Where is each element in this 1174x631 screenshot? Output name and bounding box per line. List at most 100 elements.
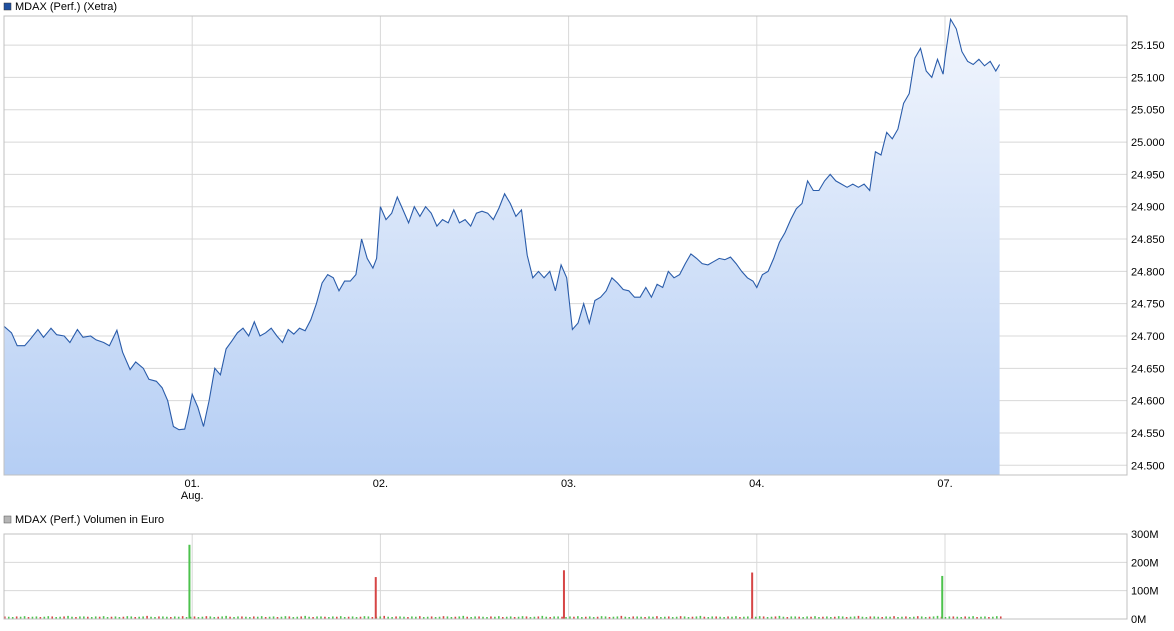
volume-bar [280,616,283,619]
volume-bar [363,616,366,619]
volume-bar-spike [941,575,944,619]
volume-bar [75,617,77,619]
volume-bar [513,617,516,619]
volume-bar [169,617,172,619]
volume-bar [786,617,789,619]
price-x-tick-label: 04. [749,478,764,490]
volume-bar [557,616,559,619]
price-y-tick-label: 25.100 [1131,72,1165,84]
volume-bar [679,616,682,619]
volume-bar [272,616,275,619]
volume-bar [814,616,816,619]
volume-bar [256,616,259,619]
volume-bar [213,617,216,619]
volume-bar [31,616,34,619]
volume-bar [134,617,137,619]
volume-bar [4,616,6,619]
price-plot-frame [3,15,1128,476]
volume-bar [102,616,105,619]
volume-bar [308,616,310,619]
volume-bar [644,617,646,619]
volume-bar [383,615,386,619]
volume-bar [399,616,401,619]
volume-bar [245,616,247,619]
volume-bar [794,616,797,619]
volume-bars [4,544,1002,619]
volume-bar [865,617,868,619]
volume-bar-spike [562,570,565,619]
volume-bar [162,616,164,619]
volume-bar [992,616,994,619]
volume-bar [494,616,496,619]
price-y-tick-label: 24.550 [1131,428,1165,440]
volume-bar [774,616,777,619]
volume-bar [114,616,117,619]
volume-bar [177,616,180,619]
volume-bar [988,617,990,619]
price-x-tick-label: 03. [561,478,576,490]
volume-bar [565,617,567,619]
volume-bar [106,617,109,619]
volume-bar [11,617,14,619]
volume-y-tick-label: 0M [1131,614,1146,626]
volume-bar [830,617,832,619]
volume-bar [83,616,85,619]
volume-bar [541,615,544,619]
volume-bar [142,616,144,619]
volume-bar [885,616,887,619]
volume-bar [913,616,915,619]
volume-bar [276,617,279,619]
volume-bar [209,616,212,619]
volume-bar [27,617,30,619]
volume-bar [561,616,563,619]
volume-bar [217,616,220,619]
volume-bar [35,616,38,619]
volume-bar [418,616,421,619]
volume-y-axis: 0M 100M 200M 300M [1131,529,1159,626]
volume-bar [63,616,65,619]
volume-bar [600,616,603,619]
volume-bar [90,617,93,619]
price-x-axis: 01.Aug. 02. 03. 04. 07. [181,478,953,502]
volume-bar [197,617,200,619]
price-legend-swatch [3,2,12,11]
volume-bar [189,616,192,619]
volume-bar [932,616,935,619]
volume-bar [802,617,804,619]
volume-bar [703,616,706,619]
volume-bar [490,616,492,619]
volume-bar [501,617,504,619]
volume-bar [857,615,860,619]
volume-bar [521,616,524,619]
volume-bar [229,616,231,619]
volume-bar [628,617,631,619]
volume-bar [371,617,374,619]
volume-bar [905,616,907,619]
volume-bar [707,617,710,619]
volume-bar [968,616,970,619]
volume-bar [976,617,978,619]
volume-bar [395,616,397,619]
volume-bar [154,617,156,619]
volume-bar [221,616,223,619]
volume-bar [284,616,287,619]
volume-bar [762,616,765,619]
volume-bar [549,617,552,619]
volume-bar [233,617,235,619]
volume-bar [573,616,575,619]
volume-bar [268,616,271,619]
volume-bar [588,616,591,619]
volume-bar [782,616,785,619]
price-y-tick-label: 24.950 [1131,169,1165,181]
volume-bar [411,616,413,619]
volume-bar [517,616,520,619]
volume-bar [260,616,263,619]
volume-bar [624,616,627,619]
volume-bar [15,616,18,619]
volume-bar [837,616,840,619]
volume-bar [474,616,476,619]
volume-bar [826,616,828,619]
volume-bar [739,617,741,619]
volume-bar [454,616,457,619]
volume-bar [94,616,97,619]
